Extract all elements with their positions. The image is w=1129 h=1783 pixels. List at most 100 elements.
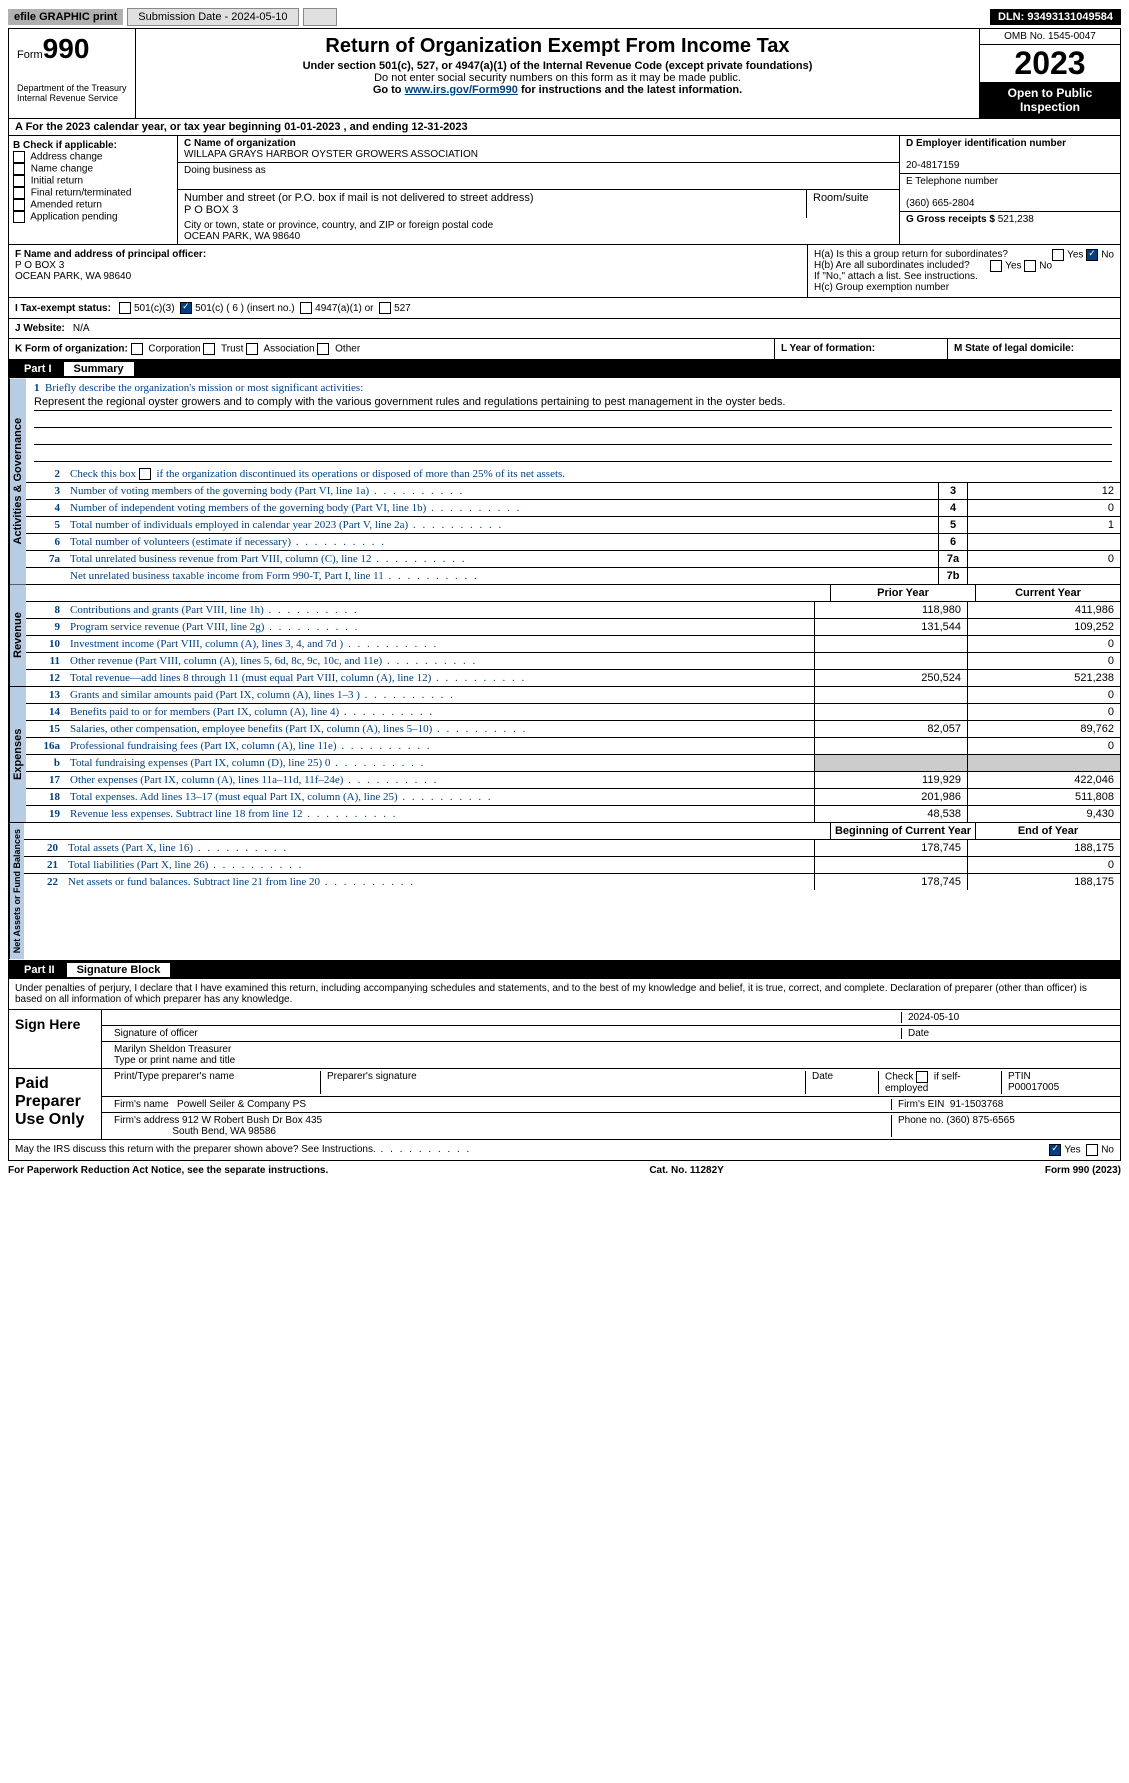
tax-year: 2023	[980, 45, 1120, 82]
form-title-block: Return of Organization Exempt From Incom…	[136, 29, 979, 118]
subtitle-2: Do not enter social security numbers on …	[140, 72, 975, 84]
row-i: I Tax-exempt status: 501(c)(3) 501(c) ( …	[8, 298, 1121, 319]
l-lbl: L Year of formation:	[781, 343, 875, 354]
form-number-box: Form990 Department of the Treasury Inter…	[9, 29, 136, 118]
irs-link[interactable]: www.irs.gov/Form990	[405, 84, 518, 96]
exp-vlabel: Expenses	[9, 687, 26, 822]
gov-line: 7aTotal unrelated business revenue from …	[26, 551, 1120, 568]
l2-chk[interactable]	[139, 468, 151, 480]
paid-hdr: Paid Preparer Use Only	[9, 1069, 102, 1139]
officer-addr1: P O BOX 3	[15, 260, 64, 271]
k-assoc-chk[interactable]	[246, 343, 258, 355]
part1-no: Part I	[16, 363, 60, 375]
governance-section: Activities & Governance 1 Briefly descri…	[8, 378, 1121, 585]
b-item: Amended return	[13, 199, 173, 211]
firm-name: Powell Seiler & Company PS	[177, 1099, 306, 1110]
data-line: 14Benefits paid to or for members (Part …	[26, 704, 1120, 721]
na-vlabel: Net Assets or Fund Balances	[9, 823, 24, 959]
submission-date[interactable]: Submission Date - 2024-05-10	[127, 8, 298, 26]
tel-lbl: E Telephone number	[906, 176, 998, 187]
b-item: Application pending	[13, 211, 173, 223]
prior-year-hdr: Prior Year	[830, 585, 975, 601]
firm-addr-lbl: Firm's address	[114, 1115, 179, 1126]
gross-lbl: G Gross receipts $	[906, 214, 995, 225]
row-j: J Website: N/A	[8, 319, 1121, 339]
i-527-chk[interactable]	[379, 302, 391, 314]
discuss-yes-chk[interactable]	[1049, 1144, 1061, 1156]
goto-post: for instructions and the latest informat…	[518, 84, 742, 96]
addr: P O BOX 3	[184, 204, 238, 216]
col-c: C Name of organizationWILLAPA GRAYS HARB…	[178, 136, 899, 244]
data-line: 10Investment income (Part VIII, column (…	[26, 636, 1120, 653]
ein-lbl: D Employer identification number	[906, 138, 1066, 149]
row-klm: K Form of organization: Corporation Trus…	[8, 339, 1121, 360]
data-line: 12Total revenue—add lines 8 through 11 (…	[26, 670, 1120, 686]
rev-header: Prior YearCurrent Year	[26, 585, 1120, 602]
discuss-no-chk[interactable]	[1086, 1144, 1098, 1156]
ptin-lbl: PTIN	[1008, 1071, 1031, 1082]
firm-addr1: 912 W Robert Bush Dr Box 435	[182, 1115, 322, 1126]
prep-name-lbl: Print/Type preparer's name	[108, 1071, 321, 1094]
paid-preparer-row: Paid Preparer Use Only Print/Type prepar…	[8, 1069, 1121, 1140]
ha-no-chk[interactable]	[1086, 249, 1098, 261]
i-501c3-chk[interactable]	[119, 302, 131, 314]
row-a: A For the 2023 calendar year, or tax yea…	[8, 119, 1121, 136]
sig-lbl: Signature of officer	[114, 1028, 198, 1039]
firm-phone: (360) 875-6565	[946, 1115, 1014, 1126]
goto-pre: Go to	[373, 84, 405, 96]
part2-no: Part II	[16, 964, 63, 976]
data-line: 18Total expenses. Add lines 13–17 (must …	[26, 789, 1120, 806]
room-lbl: Room/suite	[813, 192, 869, 204]
public-inspection: Open to Public Inspection	[980, 82, 1120, 118]
year-box: OMB No. 1545-0047 2023 Open to Public In…	[979, 29, 1120, 118]
part2-header: Part II Signature Block	[8, 961, 1121, 979]
gov-line: 5Total number of individuals employed in…	[26, 517, 1120, 534]
mission-q: Briefly describe the organization's miss…	[45, 382, 363, 394]
data-line: 9Program service revenue (Part VIII, lin…	[26, 619, 1120, 636]
begin-year-hdr: Beginning of Current Year	[830, 823, 975, 839]
data-line: 22Net assets or fund balances. Subtract …	[24, 874, 1120, 890]
data-line: 20Total assets (Part X, line 16)178,7451…	[24, 840, 1120, 857]
i-lbl: I Tax-exempt status:	[15, 303, 111, 314]
hb-no-chk[interactable]	[1024, 260, 1036, 272]
data-line: 13Grants and similar amounts paid (Part …	[26, 687, 1120, 704]
top-bar: efile GRAPHIC print Submission Date - 20…	[8, 8, 1121, 26]
self-emp-chk[interactable]	[916, 1071, 928, 1083]
empty-btn[interactable]	[303, 8, 337, 26]
k-other-chk[interactable]	[317, 343, 329, 355]
col-f: F Name and address of principal officer:…	[9, 245, 808, 297]
officer-name: Marilyn Sheldon Treasurer	[114, 1044, 231, 1055]
form-header: Form990 Department of the Treasury Inter…	[8, 28, 1121, 119]
data-line: 15Salaries, other compensation, employee…	[26, 721, 1120, 738]
ein: 20-4817159	[906, 160, 959, 171]
i-501c-chk[interactable]	[180, 302, 192, 314]
form-title: Return of Organization Exempt From Incom…	[140, 35, 975, 58]
b-item: Initial return	[13, 175, 173, 187]
rev-vlabel: Revenue	[9, 585, 26, 686]
data-line: 17Other expenses (Part IX, column (A), l…	[26, 772, 1120, 789]
foot-left: For Paperwork Reduction Act Notice, see …	[8, 1165, 328, 1176]
hb-yes-chk[interactable]	[990, 260, 1002, 272]
data-line: 16aProfessional fundraising fees (Part I…	[26, 738, 1120, 755]
sign-here-row: Sign Here 2024-05-10 Signature of office…	[8, 1010, 1121, 1069]
end-year-hdr: End of Year	[975, 823, 1120, 839]
telephone: (360) 665-2804	[906, 198, 974, 209]
col-d: D Employer identification number 20-48171…	[899, 136, 1120, 244]
org-name: WILLAPA GRAYS HARBOR OYSTER GROWERS ASSO…	[184, 149, 478, 160]
k-corp-chk[interactable]	[131, 343, 143, 355]
firm-ein: 91-1503768	[950, 1099, 1003, 1110]
gov-line: 3Number of voting members of the governi…	[26, 483, 1120, 500]
k-trust-chk[interactable]	[203, 343, 215, 355]
addr-lbl: Number and street (or P.O. box if mail i…	[184, 192, 534, 204]
fgh-row: F Name and address of principal officer:…	[8, 245, 1121, 298]
col-b: B Check if applicable: Address change Na…	[9, 136, 178, 244]
ha-yes-chk[interactable]	[1052, 249, 1064, 261]
city: OCEAN PARK, WA 98640	[184, 231, 300, 242]
firm-ein-lbl: Firm's EIN	[898, 1099, 944, 1110]
mission-ans: Represent the regional oyster growers an…	[34, 394, 1112, 411]
prep-sig-lbl: Preparer's signature	[321, 1071, 806, 1094]
dept-treasury: Department of the Treasury	[17, 83, 127, 93]
foot-mid: Cat. No. 11282Y	[328, 1165, 1045, 1176]
footer: For Paperwork Reduction Act Notice, see …	[8, 1161, 1121, 1180]
i-4947-chk[interactable]	[300, 302, 312, 314]
